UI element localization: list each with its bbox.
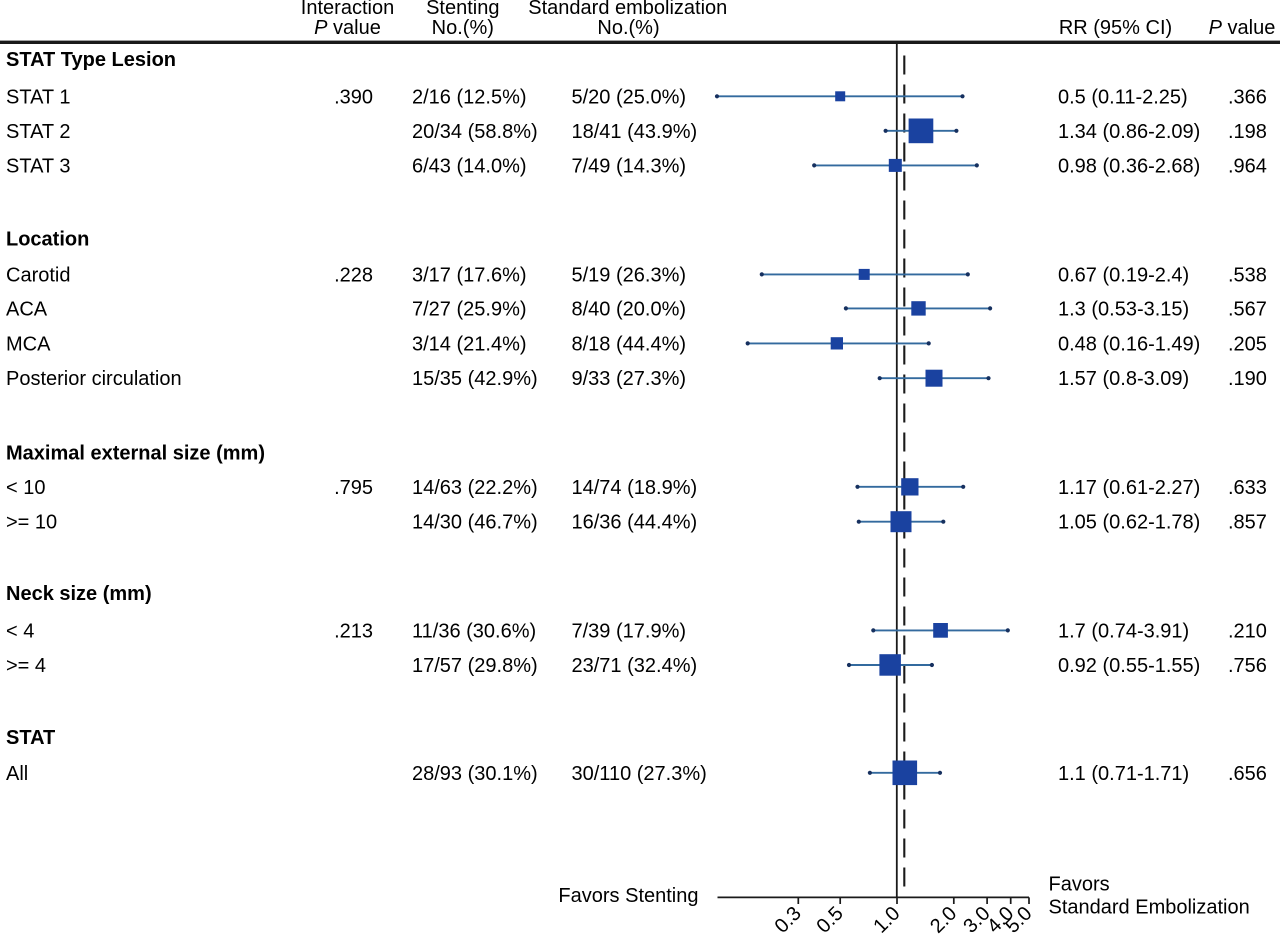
svg-text:P value: P value <box>1209 17 1276 39</box>
svg-text:7/39 (17.9%): 7/39 (17.9%) <box>572 620 687 642</box>
svg-text:1.34 (0.86-2.09): 1.34 (0.86-2.09) <box>1058 121 1200 143</box>
svg-text:P value: P value <box>314 17 381 39</box>
svg-text:8/18 (44.4%): 8/18 (44.4%) <box>572 333 687 355</box>
svg-text:Posterior circulation: Posterior circulation <box>6 368 182 390</box>
svg-text:Neck size (mm): Neck size (mm) <box>6 583 152 605</box>
svg-text:.567: .567 <box>1228 298 1267 320</box>
svg-text:16/36 (44.4%): 16/36 (44.4%) <box>572 512 698 534</box>
svg-text:.964: .964 <box>1228 155 1267 177</box>
svg-text:STAT: STAT <box>6 727 55 749</box>
svg-text:14/30 (46.7%): 14/30 (46.7%) <box>412 512 538 534</box>
svg-text:14/74 (18.9%): 14/74 (18.9%) <box>572 477 698 499</box>
svg-text:1.57 (0.8-3.09): 1.57 (0.8-3.09) <box>1058 368 1189 390</box>
svg-text:Favors: Favors <box>1049 874 1110 896</box>
svg-text:.656: .656 <box>1228 763 1267 785</box>
svg-text:.538: .538 <box>1228 264 1267 286</box>
svg-text:STAT 1: STAT 1 <box>6 86 70 108</box>
svg-text:>= 10: >= 10 <box>6 512 57 534</box>
svg-text:2/16 (12.5%): 2/16 (12.5%) <box>412 86 527 108</box>
svg-text:3/14 (21.4%): 3/14 (21.4%) <box>412 333 527 355</box>
svg-text:No.(%): No.(%) <box>432 17 494 39</box>
svg-text:0.98 (0.36-2.68): 0.98 (0.36-2.68) <box>1058 155 1200 177</box>
svg-text:STAT Type Lesion: STAT Type Lesion <box>6 49 176 71</box>
svg-text:14/63 (22.2%): 14/63 (22.2%) <box>412 477 538 499</box>
svg-text:Standard Embolization: Standard Embolization <box>1049 897 1250 919</box>
svg-text:Interaction: Interaction <box>301 0 394 19</box>
svg-text:RR (95% CI): RR (95% CI) <box>1059 17 1172 39</box>
svg-text:Carotid: Carotid <box>6 264 70 286</box>
svg-text:0.67 (0.19-2.4): 0.67 (0.19-2.4) <box>1058 264 1189 286</box>
svg-text:STAT 3: STAT 3 <box>6 155 70 177</box>
svg-text:15/35 (42.9%): 15/35 (42.9%) <box>412 368 538 390</box>
svg-text:.390: .390 <box>334 86 373 108</box>
svg-text:.366: .366 <box>1228 86 1267 108</box>
svg-text:23/71 (32.4%): 23/71 (32.4%) <box>572 655 698 677</box>
svg-text:.205: .205 <box>1228 333 1267 355</box>
svg-text:.633: .633 <box>1228 477 1267 499</box>
svg-text:MCA: MCA <box>6 333 51 355</box>
svg-text:ACA: ACA <box>6 298 48 320</box>
svg-text:>= 4: >= 4 <box>6 655 46 677</box>
svg-text:1.05 (0.62-1.78): 1.05 (0.62-1.78) <box>1058 512 1200 534</box>
svg-text:7/49 (14.3%): 7/49 (14.3%) <box>572 155 687 177</box>
svg-text:1.1 (0.71-1.71): 1.1 (0.71-1.71) <box>1058 763 1189 785</box>
svg-text:11/36 (30.6%): 11/36 (30.6%) <box>412 620 536 642</box>
svg-text:.795: .795 <box>334 477 373 499</box>
svg-text:Location: Location <box>6 228 89 250</box>
svg-text:< 4: < 4 <box>6 620 34 642</box>
svg-text:1.7 (0.74-3.91): 1.7 (0.74-3.91) <box>1058 620 1189 642</box>
svg-text:18/41 (43.9%): 18/41 (43.9%) <box>572 121 698 143</box>
svg-text:5/20 (25.0%): 5/20 (25.0%) <box>572 86 687 108</box>
svg-text:All: All <box>6 763 28 785</box>
svg-text:9/33 (27.3%): 9/33 (27.3%) <box>572 368 687 390</box>
svg-text:.228: .228 <box>334 264 373 286</box>
svg-text:6/43 (14.0%): 6/43 (14.0%) <box>412 155 527 177</box>
svg-text:.857: .857 <box>1228 512 1267 534</box>
svg-text:5/19 (26.3%): 5/19 (26.3%) <box>572 264 687 286</box>
svg-text:.756: .756 <box>1228 655 1267 677</box>
svg-text:17/57 (29.8%): 17/57 (29.8%) <box>412 655 538 677</box>
svg-text:.198: .198 <box>1228 121 1267 143</box>
svg-text:< 10: < 10 <box>6 477 45 499</box>
svg-text:3/17 (17.6%): 3/17 (17.6%) <box>412 264 527 286</box>
svg-text:0.5 (0.11-2.25): 0.5 (0.11-2.25) <box>1058 86 1188 108</box>
svg-text:0.48 (0.16-1.49): 0.48 (0.16-1.49) <box>1058 333 1200 355</box>
svg-text:20/34 (58.8%): 20/34 (58.8%) <box>412 121 538 143</box>
svg-text:Favors Stenting: Favors Stenting <box>558 885 698 907</box>
svg-text:.190: .190 <box>1228 368 1267 390</box>
svg-text:8/40 (20.0%): 8/40 (20.0%) <box>572 298 687 320</box>
svg-text:28/93 (30.1%): 28/93 (30.1%) <box>412 763 538 785</box>
svg-text:1.3 (0.53-3.15): 1.3 (0.53-3.15) <box>1058 298 1189 320</box>
svg-text:STAT 2: STAT 2 <box>6 121 70 143</box>
svg-text:Maximal external size (mm): Maximal external size (mm) <box>6 442 265 464</box>
svg-text:1.17 (0.61-2.27): 1.17 (0.61-2.27) <box>1058 477 1200 499</box>
svg-text:0.92 (0.55-1.55): 0.92 (0.55-1.55) <box>1058 655 1200 677</box>
svg-text:.210: .210 <box>1228 620 1267 642</box>
svg-text:Stenting: Stenting <box>426 0 499 19</box>
svg-text:30/110 (27.3%): 30/110 (27.3%) <box>572 763 707 785</box>
svg-text:Standard embolization: Standard embolization <box>528 0 727 19</box>
svg-text:.213: .213 <box>334 620 373 642</box>
svg-text:7/27 (25.9%): 7/27 (25.9%) <box>412 298 527 320</box>
svg-text:No.(%): No.(%) <box>597 17 659 39</box>
